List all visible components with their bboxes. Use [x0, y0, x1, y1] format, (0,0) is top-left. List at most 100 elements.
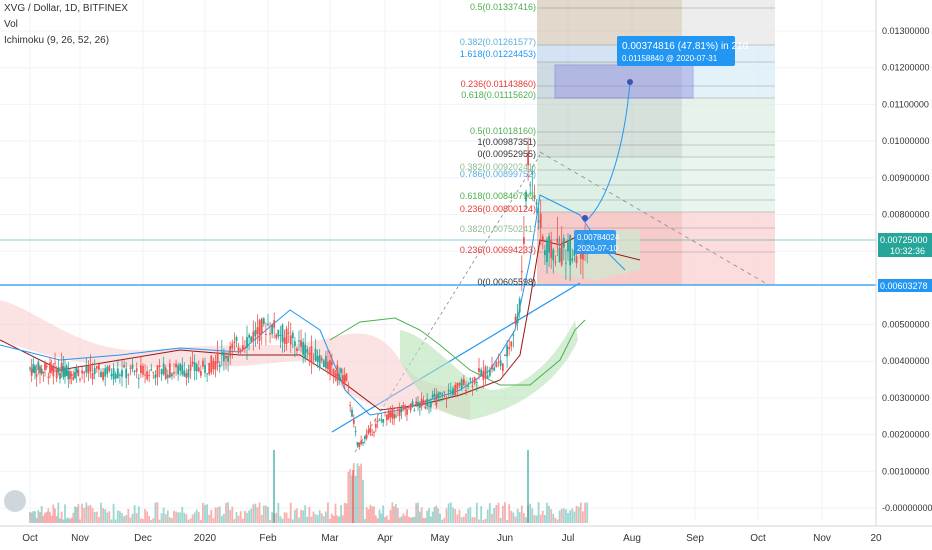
candle-body	[312, 362, 315, 365]
candle-body	[409, 403, 412, 411]
candle-body	[341, 375, 344, 385]
candle-body	[484, 366, 487, 378]
volume-bar	[371, 506, 374, 523]
ichimoku-legend[interactable]: Ichimoku (9, 26, 52, 26)	[4, 35, 110, 46]
volume-bar	[497, 502, 500, 523]
volume-bar	[407, 516, 410, 523]
volume-bar	[146, 511, 149, 523]
candle-body	[389, 412, 392, 417]
volume-bar	[60, 511, 63, 523]
fib-zone	[682, 62, 775, 98]
volume-bar	[177, 512, 180, 523]
candle-body	[548, 236, 550, 253]
volume-bar	[571, 508, 574, 523]
candle-body	[137, 378, 140, 380]
fib-label: 1(0.00987351)	[477, 137, 536, 147]
volume-bar	[235, 512, 238, 523]
candle-body	[426, 398, 429, 406]
fib-label: 0.618(0.00840790)	[460, 191, 536, 201]
candle-body	[34, 366, 36, 374]
volume-bar	[166, 510, 169, 523]
volume-bar	[246, 512, 248, 523]
volume-bar	[283, 512, 286, 523]
candle-body	[365, 434, 368, 439]
volume-bar	[39, 511, 41, 523]
volume-bar	[35, 517, 38, 523]
projection-curve	[584, 81, 631, 223]
volume-bar	[300, 509, 302, 523]
candle-body	[269, 333, 271, 335]
volume-bar	[367, 509, 370, 523]
candle-body	[150, 369, 153, 371]
candle-body	[146, 371, 149, 380]
symbol-title[interactable]: XVG / Dollar, 1D, BITFINEX	[4, 3, 128, 14]
fib-label: 0.382(0.01261577)	[460, 37, 536, 47]
volume-bar	[254, 503, 257, 523]
volume-bar	[250, 508, 253, 523]
volume-bar	[512, 512, 515, 523]
candle-body	[475, 381, 478, 383]
candle-body	[52, 366, 55, 377]
time-tick-label: Nov	[71, 533, 89, 544]
candle-body	[135, 368, 138, 372]
volume-bar	[465, 513, 467, 523]
candle-body	[304, 344, 307, 358]
candle-body	[533, 194, 536, 199]
candle-body	[428, 405, 430, 407]
volume-bar	[104, 509, 107, 523]
volume-bar	[168, 517, 171, 523]
measure-text: 0.00374816 (47.81%) in 21d	[622, 41, 748, 52]
volume-bar	[212, 518, 215, 523]
volume-bar	[316, 514, 319, 523]
volume-bar	[537, 502, 540, 523]
candle-body	[85, 365, 88, 373]
candle-body	[54, 362, 56, 364]
volume-bar	[289, 502, 292, 523]
volume-bar	[204, 504, 206, 523]
candle-body	[439, 392, 441, 395]
candle-body	[185, 373, 188, 378]
projection-box	[554, 64, 694, 99]
candle-body	[300, 340, 302, 348]
time-tick-label: Jun	[497, 533, 513, 544]
candle-body	[223, 352, 225, 362]
candle-body	[168, 363, 171, 378]
candle-body	[571, 258, 574, 261]
candle-body	[322, 360, 325, 367]
candle-body	[320, 358, 323, 361]
volume-bar	[491, 513, 493, 523]
candle-body	[415, 401, 418, 406]
volume-bar	[411, 517, 414, 523]
candle-body	[235, 337, 238, 341]
candle-body	[148, 374, 151, 377]
candle-body	[512, 334, 515, 336]
candle-body	[91, 373, 94, 380]
candle-body	[413, 410, 416, 412]
candle-body	[225, 355, 227, 359]
candle-body	[231, 343, 234, 349]
candle-body	[214, 361, 217, 370]
volume-bar	[382, 505, 385, 523]
price-tick-label: 0.01100000	[882, 99, 929, 109]
volume-bar	[47, 508, 50, 523]
volume-bar	[314, 514, 317, 523]
candle-body	[550, 239, 553, 259]
volume-bar	[75, 507, 78, 523]
volume-bar	[137, 506, 140, 523]
candle-body	[465, 390, 467, 392]
candle-body	[478, 368, 480, 373]
candle-body	[83, 371, 86, 374]
volume-bar	[135, 513, 138, 523]
volume-bar	[332, 515, 335, 523]
volume-legend[interactable]: Vol	[4, 19, 18, 30]
candle-body	[362, 442, 364, 444]
volume-bar	[199, 519, 202, 523]
volume-bar	[376, 518, 379, 523]
volume-bar	[85, 502, 88, 523]
volume-bar	[183, 512, 186, 523]
volume-bar	[279, 516, 282, 523]
candle-body	[158, 365, 161, 368]
candle-body	[429, 401, 432, 408]
candle-body	[523, 237, 525, 245]
